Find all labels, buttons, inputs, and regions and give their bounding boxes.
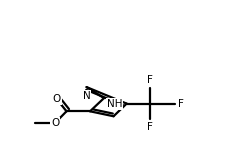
- Text: NH: NH: [107, 99, 122, 109]
- Text: F: F: [147, 122, 153, 132]
- Text: F: F: [178, 99, 184, 109]
- Text: N: N: [83, 91, 90, 101]
- Text: O: O: [51, 118, 59, 128]
- Text: O: O: [53, 94, 61, 104]
- Text: F: F: [147, 75, 153, 85]
